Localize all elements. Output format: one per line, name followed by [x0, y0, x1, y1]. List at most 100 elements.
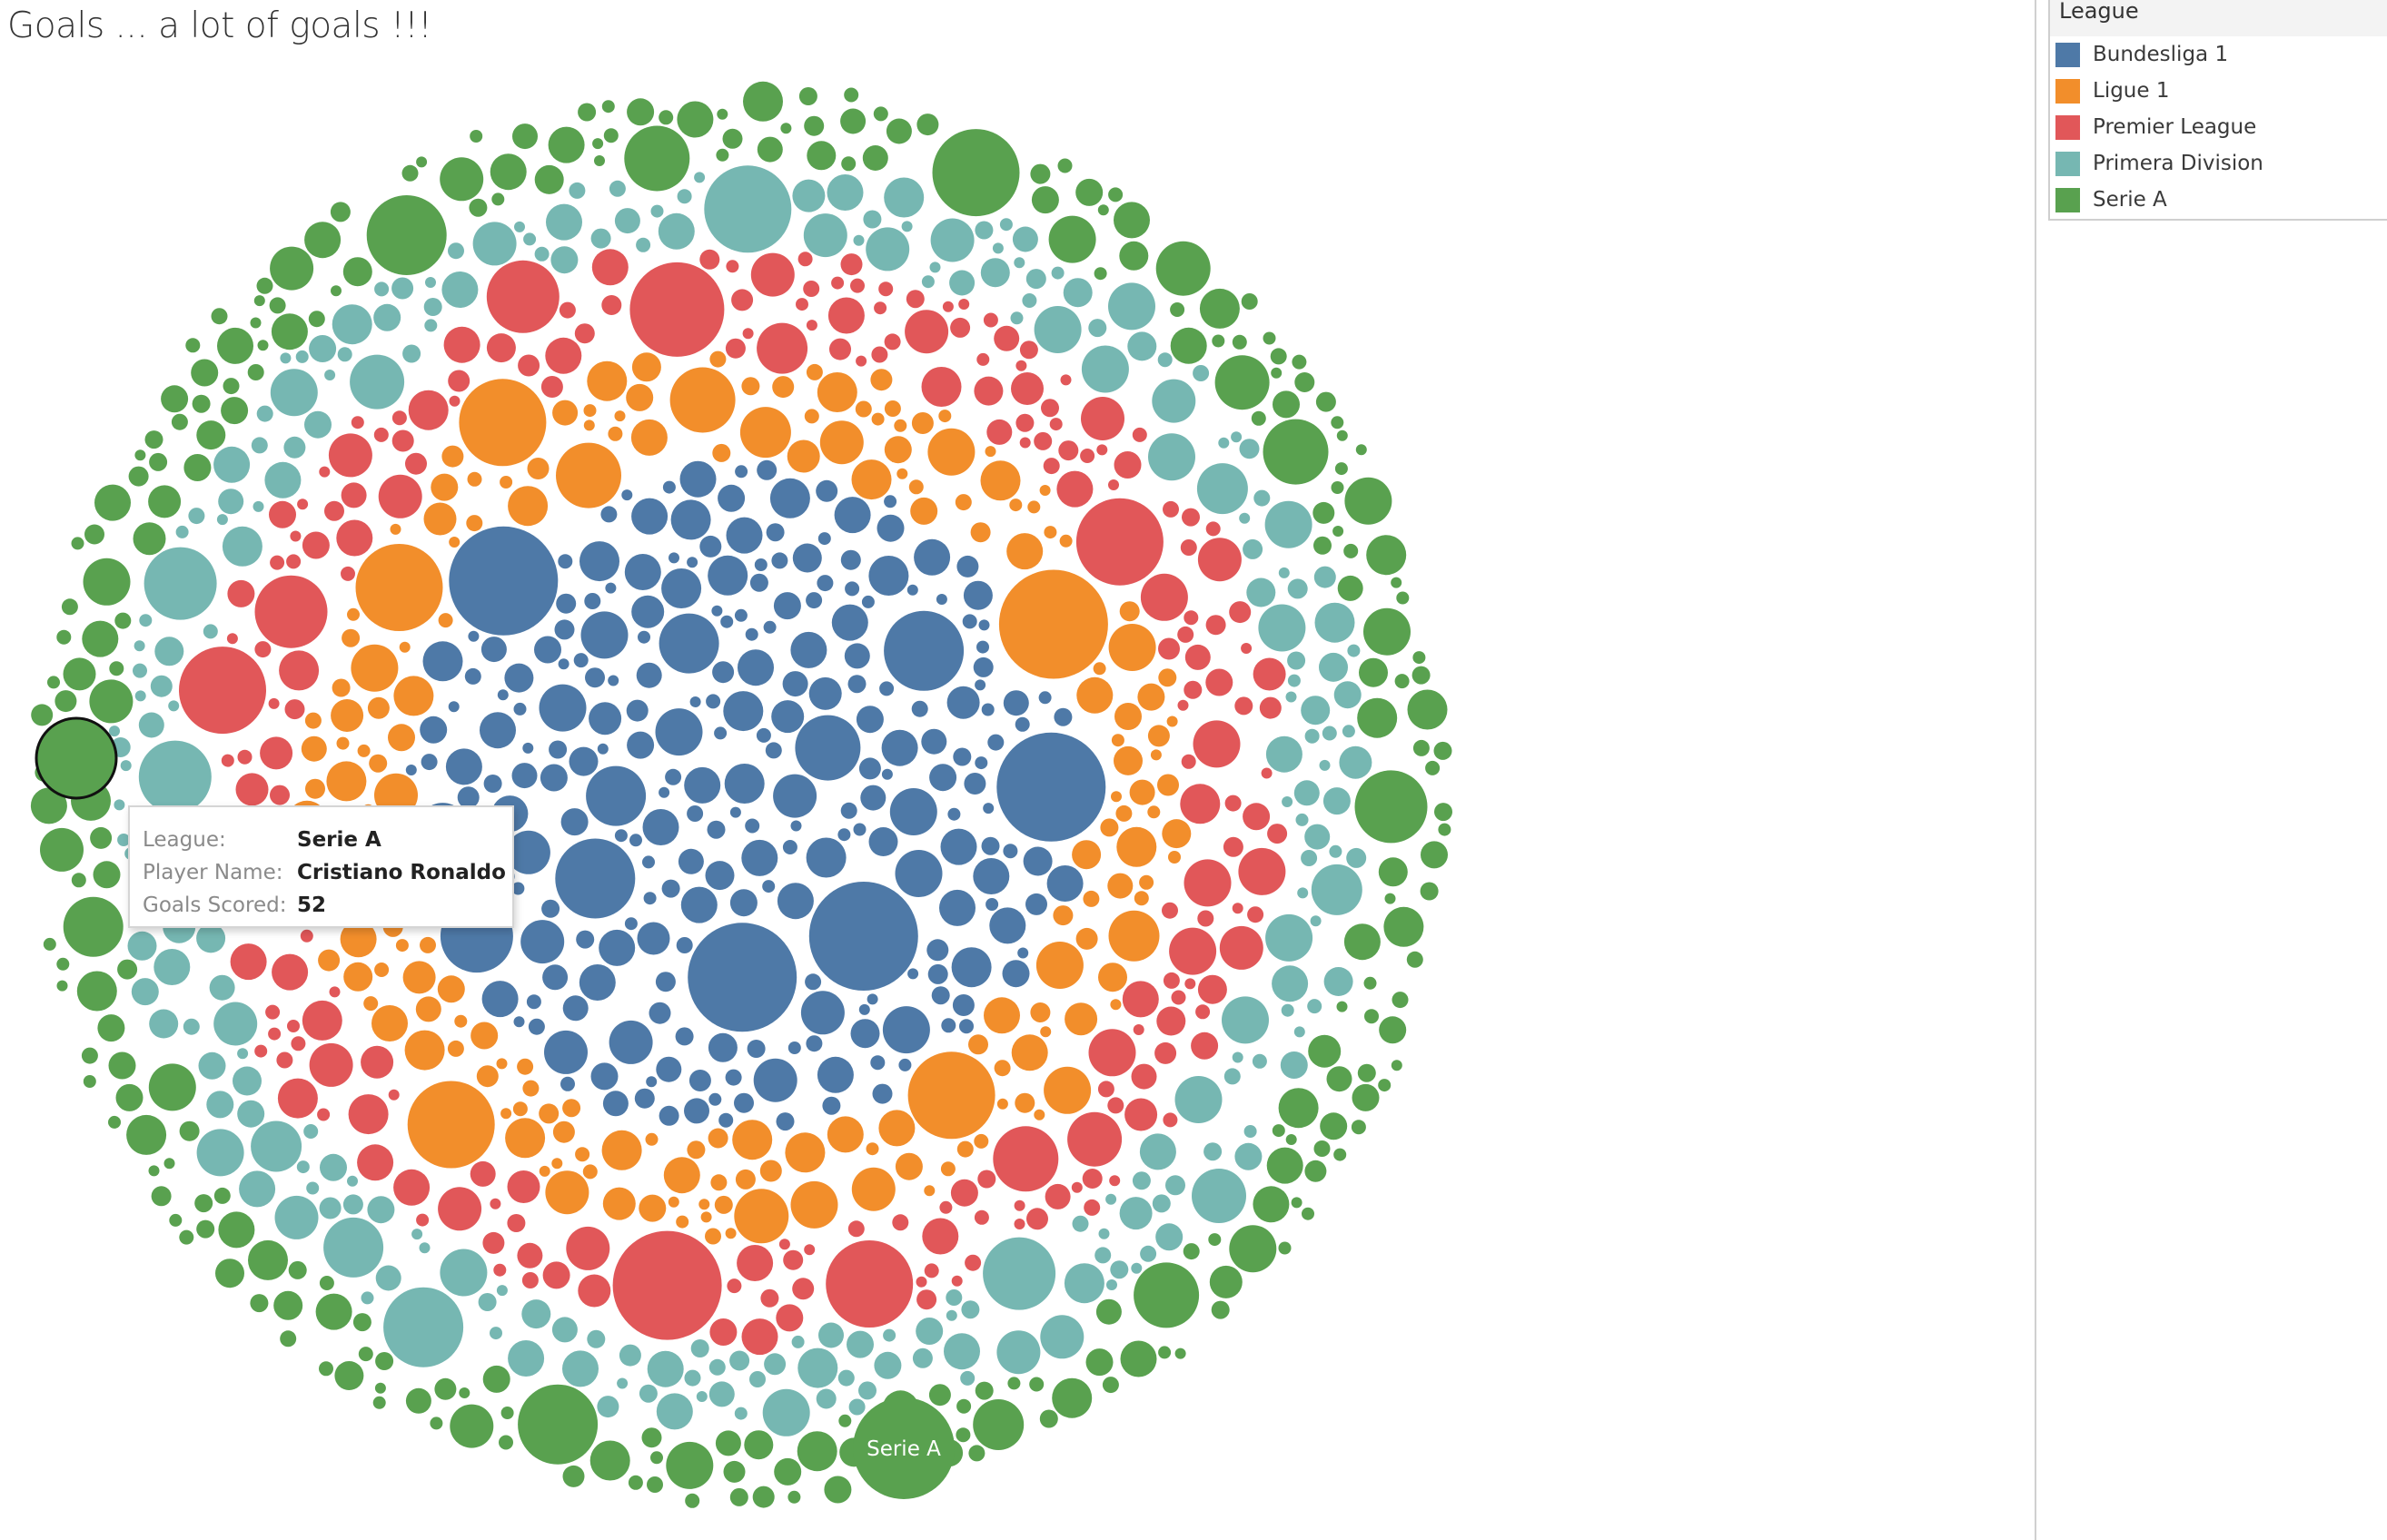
bubble-premier-league[interactable]	[742, 328, 754, 340]
bubble-serie-a[interactable]	[1120, 1340, 1157, 1377]
bubble-primera-division[interactable]	[1174, 1076, 1223, 1123]
bubble-bundesliga-1[interactable]	[688, 1070, 711, 1091]
bubble-highlighted[interactable]	[35, 716, 118, 800]
bubble-serie-a[interactable]	[215, 1259, 244, 1288]
bubble-ligue-1[interactable]	[639, 1194, 667, 1222]
bubble-ligue-1[interactable]	[668, 1196, 679, 1208]
bubble-premier-league[interactable]	[317, 1108, 331, 1121]
bubble-bundesliga-1[interactable]	[689, 696, 701, 707]
bubble-bundesliga-1[interactable]	[729, 806, 741, 818]
bubble-premier-league[interactable]	[1045, 1183, 1071, 1209]
bubble-premier-league[interactable]	[1259, 696, 1282, 719]
bubble-primera-division[interactable]	[264, 461, 302, 499]
bubble-primera-division[interactable]	[149, 1009, 179, 1039]
bubble-ligue-1[interactable]	[522, 1080, 540, 1097]
bubble-bundesliga-1[interactable]	[549, 740, 568, 759]
bubble-primera-division[interactable]	[930, 218, 975, 262]
bubble-premier-league[interactable]	[731, 289, 754, 311]
bubble-bundesliga-1[interactable]	[817, 1056, 854, 1093]
bubble-premier-league[interactable]	[757, 322, 808, 374]
bubble-ligue-1[interactable]	[575, 1147, 590, 1162]
bubble-ligue-1[interactable]	[437, 975, 465, 1003]
bubble-ligue-1[interactable]	[301, 735, 327, 762]
bubble-ligue-1[interactable]	[340, 921, 377, 958]
bubble-bundesliga-1[interactable]	[586, 765, 647, 826]
bubble-ligue-1[interactable]	[441, 445, 464, 468]
bubble-serie-a[interactable]	[93, 861, 121, 889]
bubble-primera-division[interactable]	[791, 1335, 805, 1348]
bubble-premier-league[interactable]	[227, 579, 255, 607]
bubble-bundesliga-1[interactable]	[602, 1091, 629, 1117]
bubble-bundesliga-1[interactable]	[656, 1056, 682, 1082]
bubble-bundesliga-1[interactable]	[449, 526, 559, 636]
bubble-ligue-1[interactable]	[851, 459, 892, 500]
bubble-ligue-1[interactable]	[1147, 805, 1161, 819]
bubble-bundesliga-1[interactable]	[941, 1018, 956, 1033]
bubble-primera-division[interactable]	[1155, 1223, 1184, 1251]
bubble-premier-league[interactable]	[874, 301, 887, 315]
bubble-serie-a[interactable]	[47, 676, 60, 689]
bubble-premier-league[interactable]	[803, 281, 820, 297]
bubble-bundesliga-1[interactable]	[872, 1083, 893, 1104]
bubble-serie-a[interactable]	[71, 873, 86, 888]
bubble-bundesliga-1[interactable]	[590, 1062, 619, 1091]
bubble-serie-a[interactable]	[1170, 327, 1207, 364]
bubble-premier-league[interactable]	[1261, 767, 1273, 779]
bubble-ligue-1[interactable]	[626, 383, 654, 411]
bubble-primera-division[interactable]	[684, 1369, 701, 1387]
bubble-primera-division[interactable]	[597, 1396, 619, 1418]
bubble-premier-league[interactable]	[1122, 981, 1159, 1018]
bubble-ligue-1[interactable]	[940, 1161, 956, 1177]
bubble-premier-league[interactable]	[797, 252, 813, 267]
bubble-primera-division[interactable]	[562, 1350, 599, 1387]
bubble-primera-division[interactable]	[1297, 887, 1309, 899]
bubble-serie-a[interactable]	[43, 937, 56, 951]
bubble-primera-division[interactable]	[946, 1289, 963, 1306]
bubble-premier-league[interactable]	[629, 262, 725, 357]
bubble-premier-league[interactable]	[493, 1263, 507, 1277]
bubble-premier-league[interactable]	[1205, 668, 1233, 696]
bubble-premier-league[interactable]	[300, 929, 313, 943]
bubble-bundesliga-1[interactable]	[741, 839, 778, 876]
bubble-bundesliga-1[interactable]	[858, 757, 881, 780]
bubble-ligue-1[interactable]	[614, 410, 626, 422]
bubble-ligue-1[interactable]	[1115, 805, 1133, 822]
bubble-ligue-1[interactable]	[1035, 942, 1084, 989]
bubble-ligue-1[interactable]	[404, 1030, 445, 1071]
bubble-bundesliga-1[interactable]	[769, 478, 810, 518]
bubble-premier-league[interactable]	[1180, 784, 1221, 824]
bubble-bundesliga-1[interactable]	[558, 554, 573, 569]
bubble-ligue-1[interactable]	[1114, 703, 1142, 730]
bubble-serie-a[interactable]	[1336, 1001, 1348, 1012]
bubble-ligue-1[interactable]	[732, 1120, 773, 1160]
bubble-premier-league[interactable]	[388, 1089, 400, 1101]
legend-item-serie-a[interactable]: Serie A	[2050, 182, 2387, 218]
bubble-serie-a[interactable]	[1031, 186, 1059, 214]
bubble-ligue-1[interactable]	[371, 1005, 408, 1041]
bubble-premier-league[interactable]	[1026, 1208, 1048, 1230]
bubble-primera-division[interactable]	[109, 726, 120, 737]
bubble-bundesliga-1[interactable]	[762, 880, 776, 893]
bubble-bundesliga-1[interactable]	[634, 1088, 655, 1109]
bubble-ligue-1[interactable]	[787, 439, 820, 473]
bubble-bundesliga-1[interactable]	[870, 1055, 886, 1071]
bubble-serie-a[interactable]	[1057, 158, 1073, 173]
bubble-premier-league[interactable]	[1084, 1199, 1101, 1216]
bubble-premier-league[interactable]	[482, 1231, 505, 1254]
bubble-serie-a[interactable]	[334, 1361, 364, 1390]
bubble-premier-league[interactable]	[351, 416, 364, 429]
bubble-premier-league[interactable]	[760, 1288, 779, 1308]
bubble-serie-a[interactable]	[1209, 1265, 1243, 1298]
bubble-bundesliga-1[interactable]	[806, 1035, 823, 1052]
bubble-premier-league[interactable]	[840, 253, 863, 276]
bubble-ligue-1[interactable]	[388, 724, 415, 752]
bubble-primera-division[interactable]	[206, 1091, 234, 1119]
bubble-premier-league[interactable]	[329, 986, 341, 998]
bubble-primera-division[interactable]	[677, 189, 692, 204]
bubble-bundesliga-1[interactable]	[627, 731, 655, 759]
bubble-ligue-1[interactable]	[454, 1014, 468, 1028]
bubble-premier-league[interactable]	[916, 1276, 927, 1288]
bubble-ligue-1[interactable]	[1150, 749, 1162, 761]
bubble-bundesliga-1[interactable]	[921, 728, 947, 755]
bubble-primera-division[interactable]	[647, 1350, 684, 1387]
